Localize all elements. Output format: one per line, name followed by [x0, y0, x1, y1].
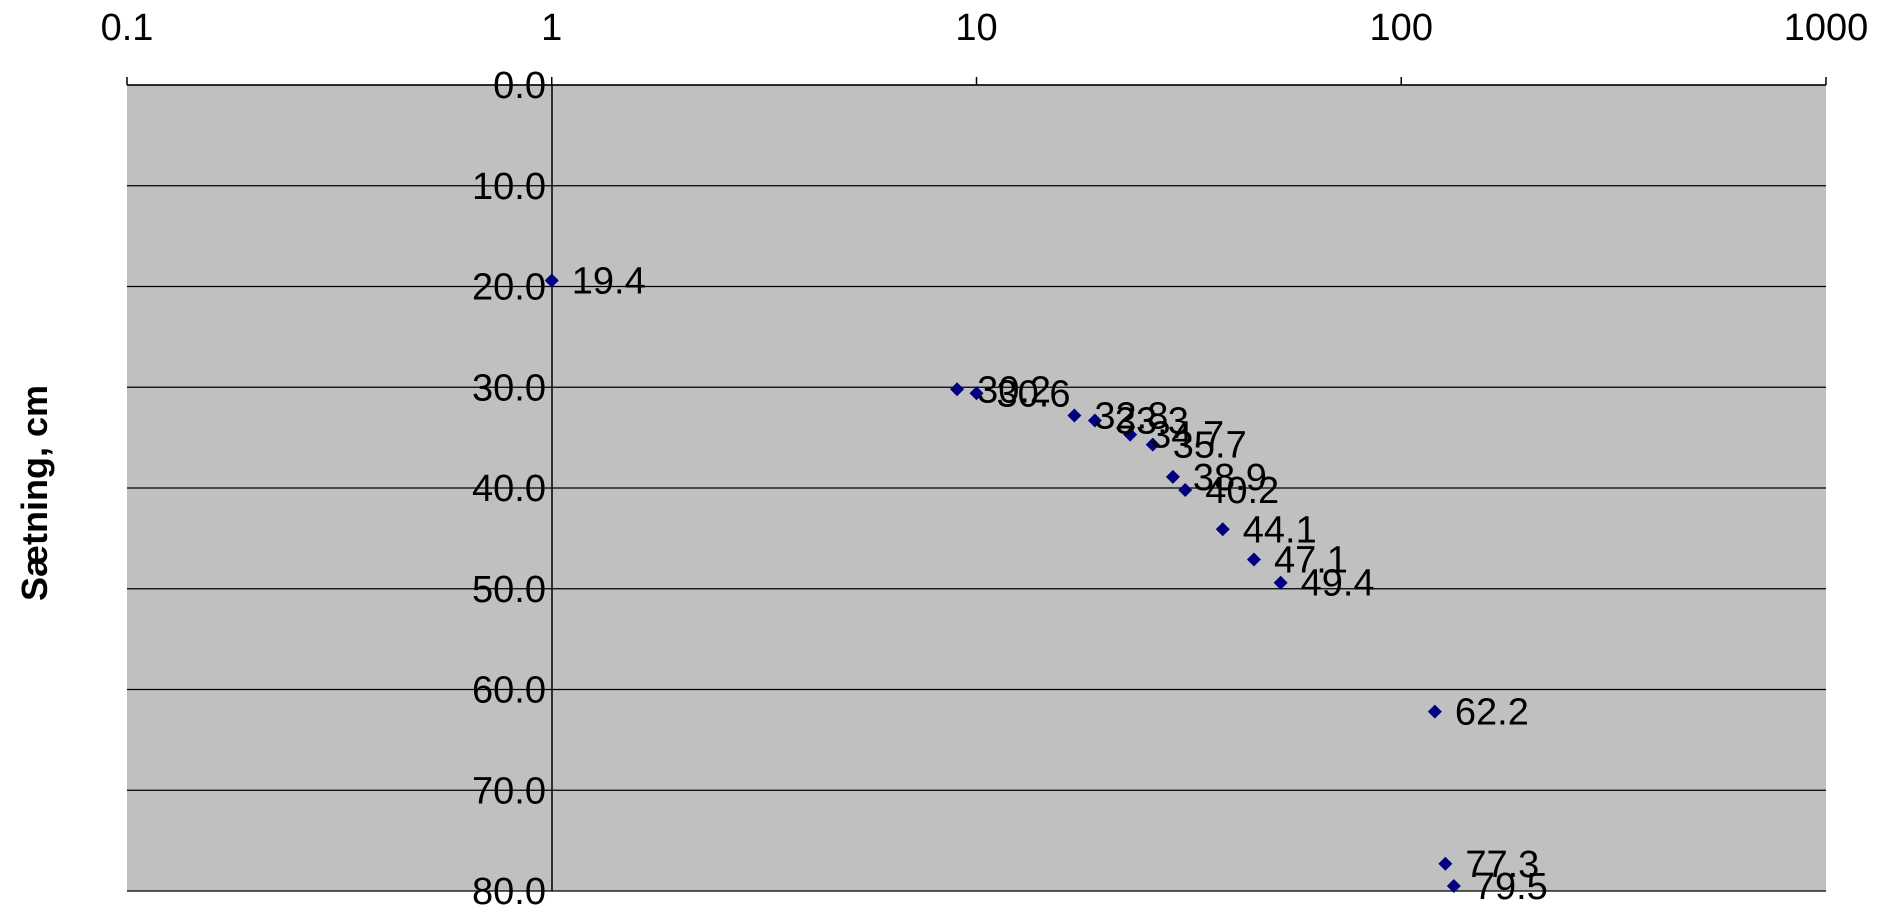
x-tick-labels: 0.1 1 10 100 1000 — [101, 7, 1869, 49]
y-tick-label: 40.0 — [472, 468, 546, 510]
data-point — [544, 273, 559, 288]
y-tick-label: 50.0 — [472, 569, 546, 611]
x-tick-label: 1000 — [1784, 7, 1869, 49]
y-tick-label: 70.0 — [472, 770, 546, 812]
axes — [126, 77, 1827, 891]
y-tick-labels: 0.0 10.0 20.0 30.0 40.0 50.0 60.0 70.0 80.0 — [472, 65, 546, 912]
data-point — [1427, 704, 1442, 719]
data-point — [1215, 522, 1230, 537]
data-points — [544, 273, 1461, 893]
data-label: 77.3 — [1465, 844, 1539, 886]
data-label: 34.7 — [1150, 415, 1224, 457]
y-tick-label: 0.0 — [493, 65, 546, 107]
y-tick-label: 80.0 — [472, 871, 546, 912]
data-point — [969, 386, 984, 401]
data-label: 62.2 — [1455, 692, 1529, 734]
data-point — [1123, 427, 1138, 442]
data-point — [1438, 856, 1453, 871]
data-point — [1446, 878, 1461, 893]
data-point — [1246, 552, 1261, 567]
data-labels: 19.4 30.230.6 32.833.334.735.738.940.244.1… — [572, 260, 1548, 908]
data-label: 47.1 — [1274, 540, 1348, 582]
data-point — [1273, 575, 1288, 590]
data-label: 33.3 — [1115, 400, 1189, 442]
data-label: 79.5 — [1474, 866, 1548, 908]
x-tick-label: 1 — [541, 7, 562, 49]
data-point — [1087, 413, 1102, 428]
data-label: 32.8 — [1094, 395, 1168, 437]
data-label: 35.7 — [1173, 425, 1247, 467]
data-label: 30.2 — [977, 369, 1051, 411]
data-label: 44.1 — [1243, 509, 1317, 551]
data-point — [1178, 483, 1193, 498]
y-axis-title: Sætning, cm — [14, 385, 55, 601]
data-point — [1165, 469, 1180, 484]
data-label: 49.4 — [1301, 563, 1375, 605]
data-point — [1145, 437, 1160, 452]
data-label: 30.6 — [997, 373, 1071, 415]
y-tick-label: 60.0 — [472, 670, 546, 712]
data-point — [1067, 408, 1082, 423]
x-tick-label: 0.1 — [101, 7, 154, 49]
x-tick-label: 100 — [1370, 7, 1433, 49]
y-tick-label: 20.0 — [472, 267, 546, 309]
y-tick-label: 30.0 — [472, 367, 546, 409]
data-label: 40.2 — [1205, 470, 1279, 512]
data-label: 19.4 — [572, 260, 646, 302]
data-point — [950, 382, 965, 397]
y-tick-label: 10.0 — [472, 166, 546, 208]
x-tick-label: 10 — [955, 7, 997, 49]
data-label: 38.9 — [1193, 457, 1267, 499]
